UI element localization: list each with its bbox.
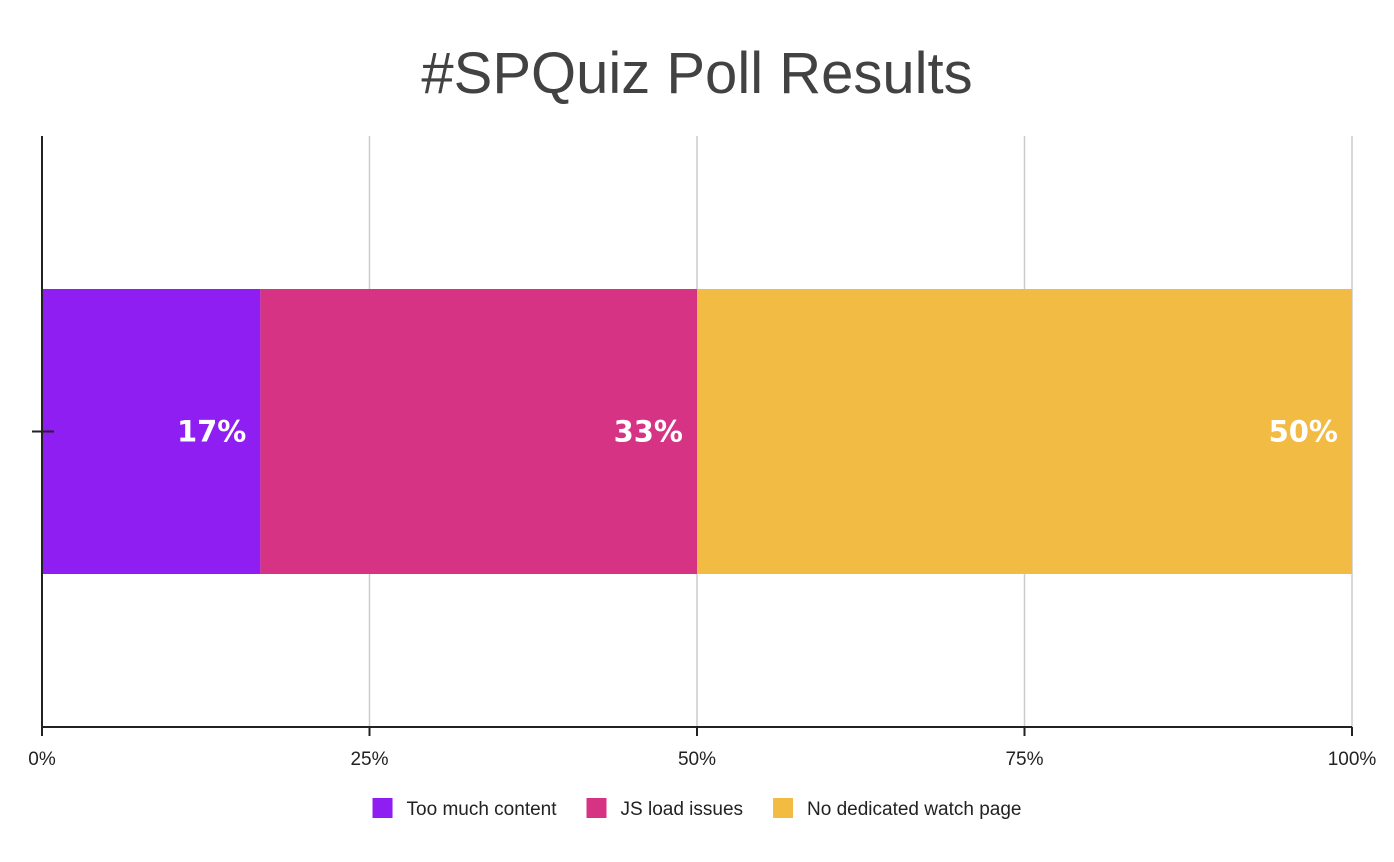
- chart-title: #SPQuiz Poll Results: [421, 41, 972, 106]
- legend: Too much content JS load issues No dedicat…: [372, 798, 1021, 820]
- legend-swatch-0: [372, 798, 393, 818]
- axis-layer: 0% 25% 50% 75% 100%: [28, 136, 1376, 770]
- legend-label-0: Too much content: [407, 799, 558, 820]
- x-tick-label-4: 100%: [1328, 749, 1377, 770]
- x-tick-label-3: 75%: [1005, 749, 1043, 770]
- legend-label-2: No dedicated watch page: [807, 799, 1021, 820]
- legend-swatch-1: [586, 798, 607, 818]
- x-tick-label-1: 25%: [350, 749, 388, 770]
- bar-segment-2: [697, 289, 1352, 574]
- legend-label-1: JS load issues: [621, 799, 744, 820]
- x-tick-label-0: 0%: [28, 749, 56, 770]
- bars-layer: 17% 33% 50%: [42, 289, 1352, 574]
- bar-segment-1: [260, 289, 697, 574]
- legend-swatch-2: [773, 798, 794, 818]
- data-label-2: 50%: [1269, 415, 1338, 449]
- data-label-1: 33%: [614, 415, 683, 449]
- x-tick-label-2: 50%: [678, 749, 716, 770]
- data-label-0: 17%: [177, 415, 246, 449]
- bar-segment-0: [42, 289, 261, 574]
